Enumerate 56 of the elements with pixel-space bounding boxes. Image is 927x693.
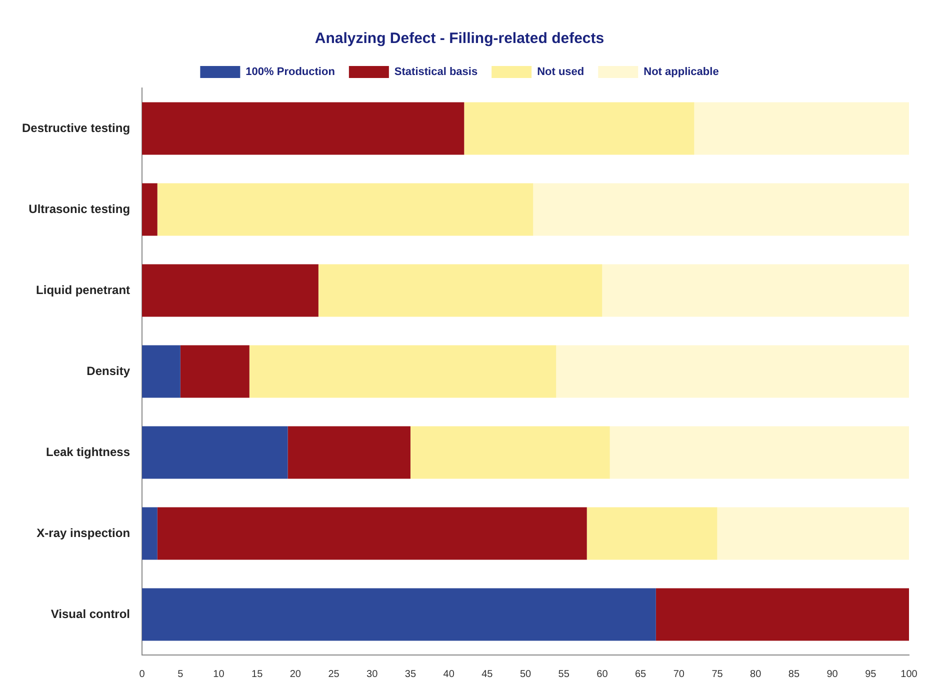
- bar: [142, 426, 288, 479]
- bar: [157, 183, 534, 236]
- x-tick-label: 100: [900, 668, 918, 680]
- bar: [142, 264, 318, 317]
- x-tick-label: 55: [558, 668, 570, 680]
- bar: [586, 507, 718, 560]
- x-tick-label: 30: [366, 668, 378, 680]
- bar: [142, 102, 464, 155]
- x-tick-label: 40: [443, 668, 455, 680]
- bar: [288, 426, 410, 479]
- bar: [318, 264, 602, 317]
- bar: [142, 588, 656, 641]
- y-tick-label: Visual control: [50, 606, 130, 621]
- bar: [656, 588, 909, 641]
- x-tick-label: 85: [788, 668, 800, 680]
- legend-label: Statistical basis: [394, 66, 478, 78]
- x-tick-label: 25: [328, 668, 340, 680]
- x-tick-label: 0: [139, 668, 146, 680]
- x-tick-label: 10: [213, 668, 225, 680]
- bar: [533, 183, 909, 236]
- bar: [464, 102, 694, 155]
- bar: [157, 507, 587, 560]
- bar: [694, 102, 909, 155]
- bar: [142, 345, 180, 398]
- x-tick-label: 95: [865, 668, 877, 680]
- bar: [142, 507, 158, 560]
- x-tick-label: 5: [178, 668, 184, 680]
- x-tick-label: 90: [826, 668, 838, 680]
- y-tick-label: Density: [86, 364, 130, 378]
- bar: [180, 345, 250, 398]
- bar: [142, 183, 158, 236]
- y-tick-label: X-ray inspection: [36, 526, 130, 540]
- y-tick-label: Leak tightness: [46, 444, 130, 459]
- x-tick-label: 35: [404, 668, 416, 680]
- x-tick-label: 80: [750, 668, 762, 680]
- chart-title: Analyzing Defect - Filling-related defects: [314, 30, 604, 48]
- y-tick-label: Ultrasonic testing: [28, 202, 130, 216]
- bar: [249, 345, 556, 398]
- y-tick-label: Liquid penetrant: [36, 282, 130, 297]
- x-tick-label: 20: [290, 668, 302, 680]
- x-tick-label: 75: [712, 668, 724, 680]
- x-tick-label: 65: [635, 668, 647, 680]
- bar: [610, 426, 909, 479]
- legend-label: 100% Production: [246, 66, 336, 78]
- x-tick-label: 15: [252, 668, 264, 680]
- x-tick-label: 70: [673, 668, 685, 680]
- legend-label: Not applicable: [644, 66, 719, 78]
- x-tick-label: 50: [520, 668, 532, 680]
- x-tick-label: 60: [596, 668, 608, 680]
- legend-label: Not used: [537, 66, 584, 78]
- bar: [602, 264, 909, 317]
- bar: [556, 345, 909, 398]
- x-tick-label: 45: [482, 668, 494, 680]
- y-tick-label: Destructive testing: [22, 120, 130, 135]
- bar: [717, 507, 909, 560]
- bar: [410, 426, 610, 479]
